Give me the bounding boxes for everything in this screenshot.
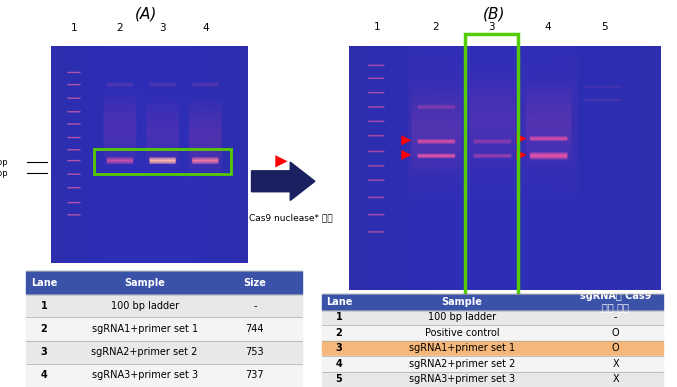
Text: 2: 2 xyxy=(336,328,343,338)
Text: 4: 4 xyxy=(41,370,47,380)
Bar xyxy=(26,317,302,341)
Text: 4: 4 xyxy=(336,359,343,369)
Bar xyxy=(26,341,302,364)
Bar xyxy=(322,356,663,372)
Text: 1: 1 xyxy=(336,312,343,322)
Text: 2: 2 xyxy=(41,324,47,334)
Text: 4: 4 xyxy=(545,22,551,32)
Text: sgRNA2+primer set 2: sgRNA2+primer set 2 xyxy=(409,359,515,369)
Bar xyxy=(322,341,663,356)
Bar xyxy=(26,294,302,317)
Text: -: - xyxy=(614,312,617,322)
Text: Lane: Lane xyxy=(326,297,352,307)
Text: 600bp: 600bp xyxy=(0,169,7,178)
Bar xyxy=(322,372,663,387)
Bar xyxy=(466,34,519,303)
Text: O: O xyxy=(612,328,619,338)
Text: 5: 5 xyxy=(600,22,607,32)
Text: (A): (A) xyxy=(134,6,157,21)
Text: 1: 1 xyxy=(41,301,47,311)
Text: sgRNA3+primer set 3: sgRNA3+primer set 3 xyxy=(409,374,515,384)
Text: 3: 3 xyxy=(41,347,47,357)
Text: sgRNA와 Cas9
결합 여부: sgRNA와 Cas9 결합 여부 xyxy=(580,291,651,313)
Text: sgRNA1+primer set 1: sgRNA1+primer set 1 xyxy=(409,343,515,353)
Text: 753: 753 xyxy=(246,347,264,357)
Text: 2: 2 xyxy=(433,22,439,32)
Text: 100 bp ladder: 100 bp ladder xyxy=(110,301,179,311)
Text: O: O xyxy=(612,343,619,353)
Text: X: X xyxy=(612,374,619,384)
Text: -: - xyxy=(253,301,257,311)
Text: X: X xyxy=(612,359,619,369)
Text: Positive control: Positive control xyxy=(424,328,499,338)
Text: (B): (B) xyxy=(483,6,506,21)
Text: Size: Size xyxy=(244,277,266,288)
Bar xyxy=(322,294,663,310)
Text: 100 bp ladder: 100 bp ladder xyxy=(428,312,496,322)
Text: 737: 737 xyxy=(246,370,264,380)
FancyArrow shape xyxy=(252,162,315,200)
Bar xyxy=(322,325,663,341)
Bar xyxy=(26,271,302,294)
Text: 800bp: 800bp xyxy=(0,158,7,167)
Text: 744: 744 xyxy=(246,324,264,334)
Text: sgRNA2+primer set 2: sgRNA2+primer set 2 xyxy=(91,347,198,357)
Text: Cas9 nuclease* 제리: Cas9 nuclease* 제리 xyxy=(249,213,333,222)
Text: sgRNA3+primer set 3: sgRNA3+primer set 3 xyxy=(91,370,198,380)
Bar xyxy=(322,310,663,325)
Text: 2: 2 xyxy=(116,24,123,33)
Text: 5: 5 xyxy=(336,374,343,384)
Text: sgRNA1+primer set 1: sgRNA1+primer set 1 xyxy=(91,324,198,334)
Text: 3: 3 xyxy=(336,343,343,353)
Text: 3: 3 xyxy=(489,22,495,32)
Bar xyxy=(94,149,232,174)
Text: Sample: Sample xyxy=(124,277,165,288)
Bar xyxy=(26,364,302,387)
Text: 3: 3 xyxy=(159,24,166,33)
Text: 4: 4 xyxy=(202,24,209,33)
Text: Sample: Sample xyxy=(441,297,482,307)
Text: 1: 1 xyxy=(374,22,380,32)
Text: Lane: Lane xyxy=(30,277,57,288)
Text: 1: 1 xyxy=(71,24,78,33)
